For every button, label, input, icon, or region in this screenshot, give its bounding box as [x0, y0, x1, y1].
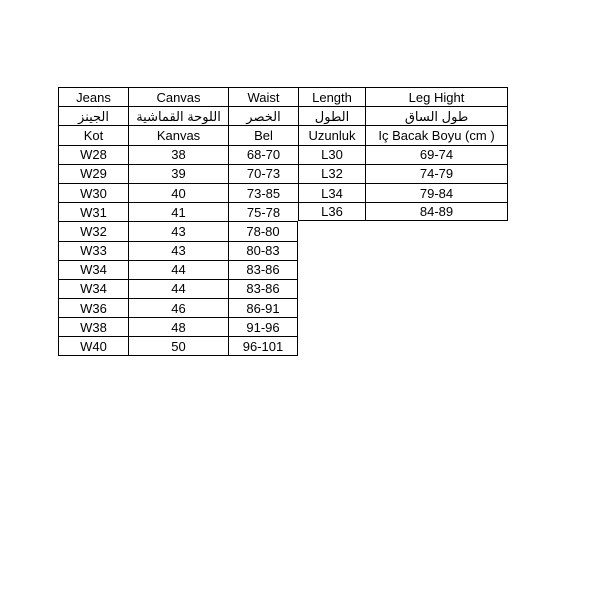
- data-cell: L32: [298, 163, 365, 183]
- data-cell: W38: [58, 317, 128, 337]
- header-cell: Length: [298, 87, 365, 107]
- header-cell: Canvas: [128, 87, 228, 107]
- data-cell: W34: [58, 278, 128, 299]
- header-cell: Iç Bacak Boyu (cm ): [365, 125, 508, 145]
- data-cell: W36: [58, 298, 128, 318]
- data-cell: 91-96: [228, 317, 298, 337]
- data-cell: 68-70: [228, 144, 298, 164]
- header-cell: Kot: [58, 125, 128, 145]
- header-cell: الطول: [298, 106, 365, 126]
- data-cell: W29: [58, 163, 128, 183]
- data-cell: 70-73: [228, 163, 298, 183]
- data-cell: W28: [58, 144, 128, 164]
- data-cell: 83-86: [228, 278, 298, 299]
- data-cell: 38: [128, 144, 228, 164]
- data-cell: 43: [128, 240, 228, 260]
- data-cell: L36: [298, 202, 365, 222]
- data-cell: 86-91: [228, 298, 298, 318]
- data-cell: 78-80: [228, 221, 298, 241]
- data-cell: W34: [58, 259, 128, 279]
- header-cell: Uzunluk: [298, 125, 365, 145]
- data-cell: W31: [58, 202, 128, 222]
- data-cell: W30: [58, 182, 128, 203]
- header-cell: اللوحة القماشية: [128, 106, 228, 126]
- data-cell: 50: [128, 336, 228, 356]
- data-cell: 75-78: [228, 202, 298, 222]
- header-cell: Jeans: [58, 87, 128, 107]
- header-cell: Leg Hight: [365, 87, 508, 107]
- data-cell: L30: [298, 144, 365, 164]
- header-cell: الخصر: [228, 106, 298, 126]
- data-cell: 79-84: [365, 182, 508, 203]
- data-cell: W33: [58, 240, 128, 260]
- header-cell: Bel: [228, 125, 298, 145]
- data-cell: 80-83: [228, 240, 298, 260]
- data-cell: 69-74: [365, 144, 508, 164]
- data-cell: 44: [128, 278, 228, 299]
- data-cell: 73-85: [228, 182, 298, 203]
- header-cell: الجينز: [58, 106, 128, 126]
- data-cell: 74-79: [365, 163, 508, 183]
- size-chart-table: Jeans Canvas Waist Length Leg Hight الجينز الل…: [58, 87, 508, 356]
- data-cell: 84-89: [365, 202, 508, 222]
- data-cell: W32: [58, 221, 128, 241]
- data-cell: W40: [58, 336, 128, 356]
- data-cell: L34: [298, 182, 365, 203]
- header-cell: Waist: [228, 87, 298, 107]
- data-cell: 43: [128, 221, 228, 241]
- data-cell: 40: [128, 182, 228, 203]
- data-cell: 39: [128, 163, 228, 183]
- header-cell: Kanvas: [128, 125, 228, 145]
- data-cell: 44: [128, 259, 228, 279]
- data-cell: 83-86: [228, 259, 298, 279]
- data-cell: 96-101: [228, 336, 298, 356]
- data-cell: 46: [128, 298, 228, 318]
- data-cell: 48: [128, 317, 228, 337]
- data-cell: 41: [128, 202, 228, 222]
- header-cell: طول الساق: [365, 106, 508, 126]
